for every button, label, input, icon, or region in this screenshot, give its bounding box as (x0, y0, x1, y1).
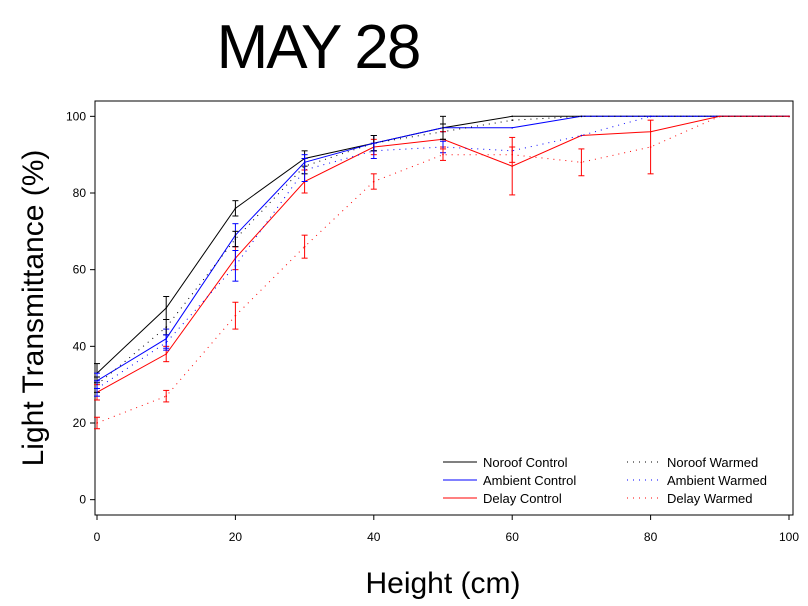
series-lines (96, 115, 790, 424)
y-tick-label: 60 (73, 263, 87, 277)
x-tick-label: 0 (94, 530, 101, 544)
y-tick-label: 20 (73, 416, 87, 430)
axis-ticks: 0 20 40 60 80 100 0 20 40 60 80 100 (66, 109, 799, 544)
data-point (511, 119, 513, 121)
legend-item-label: Noroof Warmed (667, 455, 758, 470)
data-point (511, 115, 513, 118)
data-point (649, 115, 652, 118)
x-axis-label: Height (cm) (365, 567, 520, 600)
data-point (511, 127, 513, 129)
x-tick-label: 80 (644, 530, 658, 544)
x-tick-label: 100 (779, 530, 799, 544)
chart-title: MAY 28 (217, 13, 420, 82)
error-bars (94, 115, 654, 430)
y-tick-label: 0 (79, 493, 86, 507)
legend: Noroof Control Ambient Control Delay Contr… (443, 455, 767, 506)
data-point (719, 115, 721, 118)
y-axis-label: Light Transmittance (%) (17, 150, 50, 467)
series-line-5 (96, 115, 789, 424)
data-point (580, 134, 583, 137)
x-tick-label: 60 (506, 530, 520, 544)
legend-item-label: Delay Warmed (667, 491, 752, 506)
legend-item-label: Ambient Warmed (667, 473, 767, 488)
y-tick-label: 100 (66, 109, 86, 123)
y-tick-label: 80 (73, 186, 87, 200)
x-tick-label: 20 (229, 530, 243, 544)
plot-frame (94, 100, 794, 516)
x-tick-label: 40 (367, 530, 381, 544)
legend-item-label: Delay Control (483, 491, 562, 506)
legend-item-label: Noroof Control (483, 455, 568, 470)
data-point (788, 115, 790, 118)
y-tick-label: 40 (73, 339, 87, 353)
legend-item-label: Ambient Control (483, 473, 576, 488)
data-point (580, 115, 583, 118)
